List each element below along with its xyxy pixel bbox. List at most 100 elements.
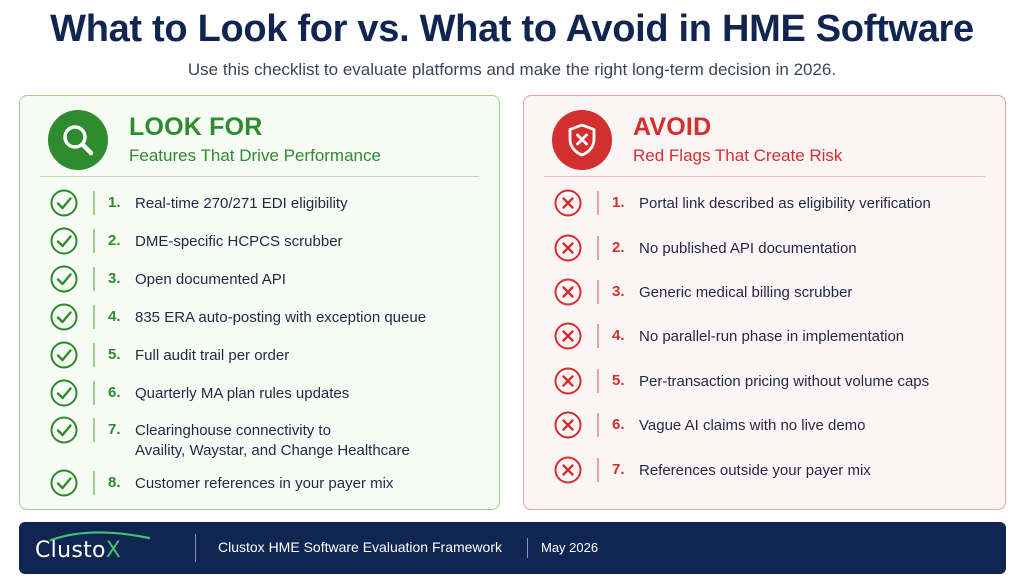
item-text: Full audit trail per order	[135, 346, 289, 366]
look_for-item: 6. Quarterly MA plan rules updates	[20, 376, 499, 412]
item-separator	[597, 191, 599, 215]
item-text-line: Customer references in your payer mix	[135, 475, 394, 492]
item-number: 5.	[108, 346, 121, 363]
check-circle-icon	[50, 303, 78, 331]
item-text: Open documented API	[135, 270, 286, 290]
footer-divider-small	[527, 538, 528, 558]
look_for-item: 3. Open documented API	[20, 262, 499, 298]
item-separator	[93, 471, 95, 495]
item-text: DME-specific HCPCS scrubber	[135, 232, 343, 252]
avoid-panel: AVOID Red Flags That Create Risk 1. Porta…	[523, 95, 1006, 510]
item-text-line: Real-time 270/271 EDI eligibility	[135, 195, 348, 212]
check-circle-icon	[50, 469, 78, 497]
item-separator	[93, 191, 95, 215]
item-number: 1.	[612, 194, 625, 211]
item-number: 6.	[612, 416, 625, 433]
item-text-line: DME-specific HCPCS scrubber	[135, 233, 343, 250]
magnifier-icon	[48, 110, 108, 170]
page-title: What to Look for vs. What to Avoid in HM…	[50, 8, 974, 50]
x-circle-icon	[554, 322, 582, 350]
logo-main: Clusto	[35, 538, 106, 563]
avoid-item: 5. Per-transaction pricing without volume…	[524, 364, 1005, 400]
item-number: 2.	[612, 239, 625, 256]
item-text-line: Portal link described as eligibility ver…	[639, 195, 931, 212]
item-separator	[597, 413, 599, 437]
item-text-line: Per-transaction pricing without volume c…	[639, 373, 930, 390]
avoid-item: 7. References outside your payer mix	[524, 453, 1005, 489]
item-number: 8.	[108, 474, 121, 491]
avoid-divider	[544, 176, 985, 177]
avoid-subheading: Red Flags That Create Risk	[633, 146, 843, 165]
item-separator	[93, 343, 95, 367]
x-circle-icon	[554, 456, 582, 484]
item-text: Vague AI claims with no live demo	[639, 416, 866, 436]
x-circle-icon	[554, 411, 582, 439]
avoid-item: 6. Vague AI claims with no live demo	[524, 408, 1005, 444]
check-circle-icon	[50, 265, 78, 293]
item-separator	[597, 369, 599, 393]
item-text: Clearinghouse connectivity to Availity, W…	[135, 421, 410, 461]
look_for-item: 2. DME-specific HCPCS scrubber	[20, 224, 499, 260]
x-circle-icon	[554, 189, 582, 217]
page-subtitle: Use this checklist to evaluate platforms…	[187, 60, 837, 79]
check-circle-icon	[50, 416, 78, 444]
look-for-subheading: Features That Drive Performance	[129, 146, 381, 165]
footer-divider	[195, 534, 196, 562]
item-separator	[93, 418, 95, 442]
item-text: No published API documentation	[639, 239, 857, 259]
clustox-logo: ClustoX	[31, 528, 191, 568]
footer-framework-label: Clustox HME Software Evaluation Framewor…	[218, 539, 502, 555]
item-separator	[93, 229, 95, 253]
item-number: 5.	[612, 372, 625, 389]
look_for-item: 5. Full audit trail per order	[20, 338, 499, 374]
look-for-divider	[40, 176, 479, 177]
check-circle-icon	[50, 189, 78, 217]
item-text-line: No published API documentation	[639, 240, 857, 257]
item-separator	[597, 324, 599, 348]
look-for-heading: LOOK FOR	[129, 113, 263, 141]
x-circle-icon	[554, 234, 582, 262]
avoid-item: 1. Portal link described as eligibility v…	[524, 186, 1005, 222]
item-text-line: 835 ERA auto-posting with exception queu…	[135, 309, 427, 326]
item-text-line: Generic medical billing scrubber	[639, 284, 853, 301]
item-text: Per-transaction pricing without volume c…	[639, 372, 929, 392]
item-number: 4.	[612, 327, 625, 344]
item-number: 7.	[612, 461, 625, 478]
item-text-line: Full audit trail per order	[135, 347, 290, 364]
x-circle-icon	[554, 278, 582, 306]
item-text: Quarterly MA plan rules updates	[135, 384, 349, 404]
avoid-item: 2. No published API documentation	[524, 231, 1005, 267]
item-text-line: No parallel-run phase in implementation	[639, 328, 905, 345]
item-number: 4.	[108, 308, 121, 325]
item-text-line: Clearinghouse connectivity to	[135, 422, 331, 439]
item-number: 3.	[612, 283, 625, 300]
item-number: 7.	[108, 421, 121, 438]
shield-x-icon	[552, 110, 612, 170]
item-separator	[93, 305, 95, 329]
look_for-item: 7. Clearinghouse connectivity to Availity,…	[20, 413, 499, 461]
item-separator	[93, 381, 95, 405]
item-number: 3.	[108, 270, 121, 287]
item-text: References outside your payer mix	[639, 461, 871, 481]
item-separator	[597, 280, 599, 304]
look_for-item: 1. Real-time 270/271 EDI eligibility	[20, 186, 499, 222]
item-number: 1.	[108, 194, 121, 211]
look_for-item: 4. 835 ERA auto-posting with exception qu…	[20, 300, 499, 336]
check-circle-icon	[50, 379, 78, 407]
logo-wordmark: ClustoX	[35, 538, 121, 563]
footer-bar: ClustoX Clustox HME Software Evaluation …	[19, 522, 1006, 574]
item-text: 835 ERA auto-posting with exception queu…	[135, 308, 426, 328]
look-for-panel: LOOK FOR Features That Drive Performance…	[19, 95, 500, 510]
item-text-line: References outside your payer mix	[639, 462, 871, 479]
item-separator	[93, 267, 95, 291]
check-circle-icon	[50, 227, 78, 255]
logo-accent: X	[105, 538, 122, 563]
avoid-item: 3. Generic medical billing scrubber	[524, 275, 1005, 311]
x-circle-icon	[554, 367, 582, 395]
item-text: Customer references in your payer mix	[135, 474, 393, 494]
item-text-line: Open documented API	[135, 271, 286, 288]
footer-date: May 2026	[541, 540, 599, 555]
look_for-item: 8. Customer references in your payer mix	[20, 466, 499, 502]
item-text-line: Availity, Waystar, and Change Healthcare	[135, 442, 410, 459]
item-text: Portal link described as eligibility ver…	[639, 194, 931, 214]
